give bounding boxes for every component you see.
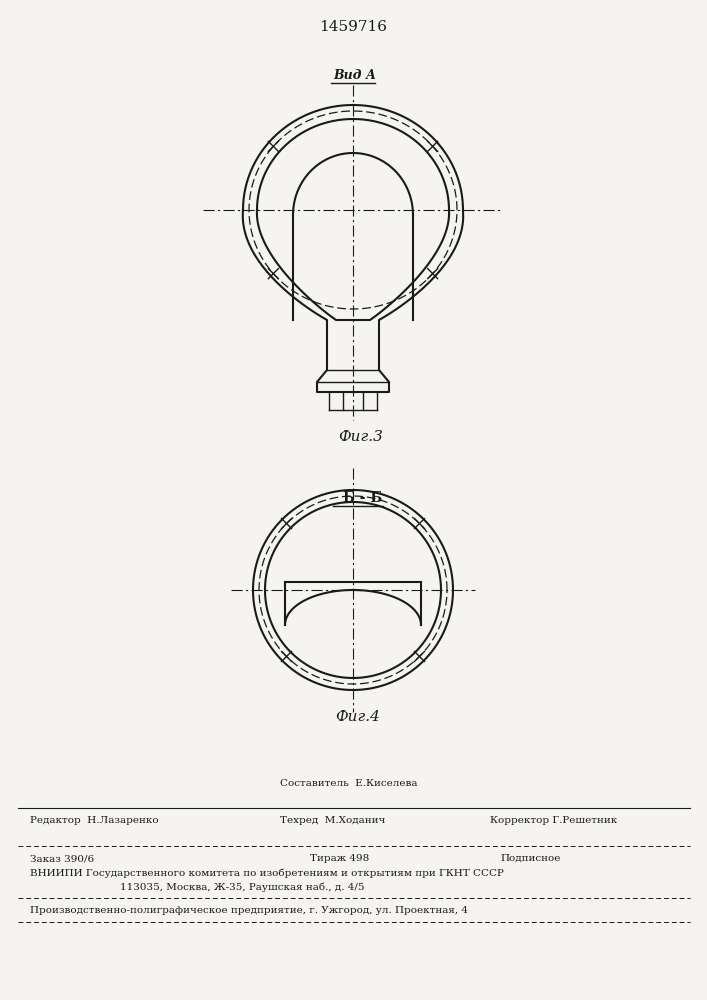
Text: Тираж 498: Тираж 498 bbox=[310, 854, 369, 863]
Text: 113035, Москва, Ж-35, Раушская наб., д. 4/5: 113035, Москва, Ж-35, Раушская наб., д. … bbox=[120, 882, 365, 892]
Text: Техред  М.Ходанич: Техред М.Ходанич bbox=[280, 816, 385, 825]
Text: Составитель  Е.Киселева: Составитель Е.Киселева bbox=[280, 779, 418, 788]
Text: Фиг.3: Фиг.3 bbox=[339, 430, 383, 444]
Text: Заказ 390/6: Заказ 390/6 bbox=[30, 854, 94, 863]
Text: Редактор  Н.Лазаренко: Редактор Н.Лазаренко bbox=[30, 816, 158, 825]
Text: 1459716: 1459716 bbox=[319, 20, 387, 34]
Text: Корректор Г.Решетник: Корректор Г.Решетник bbox=[490, 816, 617, 825]
Text: Вид А: Вид А bbox=[334, 69, 377, 82]
Text: ВНИИПИ Государственного комитета по изобретениям и открытиям при ГКНТ СССР: ВНИИПИ Государственного комитета по изоб… bbox=[30, 868, 504, 878]
Text: Б - Б: Б - Б bbox=[344, 491, 382, 505]
Text: Фиг.4: Фиг.4 bbox=[336, 710, 380, 724]
Text: Производственно-полиграфическое предприятие, г. Ужгород, ул. Проектная, 4: Производственно-полиграфическое предприя… bbox=[30, 906, 468, 915]
Text: Подписное: Подписное bbox=[500, 854, 561, 863]
